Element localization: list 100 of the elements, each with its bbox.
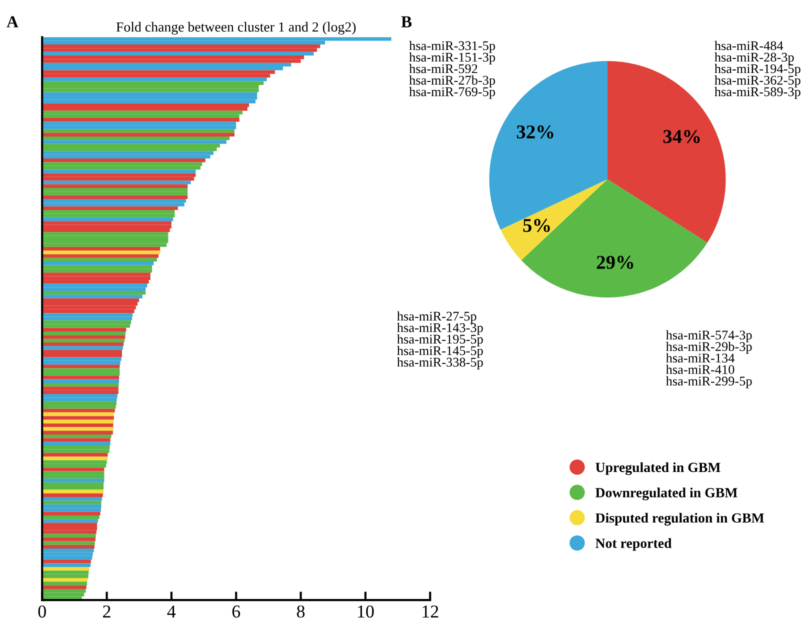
- bar: [42, 508, 101, 512]
- bar: [42, 474, 104, 479]
- bar: [42, 408, 115, 412]
- bar: [42, 243, 167, 247]
- bar: [42, 482, 104, 486]
- bar: [42, 210, 175, 214]
- bar: [42, 217, 174, 222]
- bar: [42, 338, 125, 343]
- bar: [42, 180, 191, 184]
- bar: [42, 585, 86, 590]
- x-tick-label: 0: [38, 605, 46, 618]
- bar: [42, 446, 110, 450]
- pie-slice: [521, 179, 708, 298]
- bar: [42, 158, 206, 162]
- bar: [42, 412, 114, 416]
- legend-label: Downregulated in GBM: [595, 488, 738, 500]
- bar: [42, 434, 112, 438]
- bar: [42, 232, 168, 236]
- bar: [42, 184, 188, 188]
- legend-label: Disputed regulation in GBM: [595, 512, 764, 526]
- x-tick-label: 8: [296, 605, 305, 618]
- bar: [42, 468, 104, 472]
- bar: [42, 136, 230, 140]
- bar: [42, 88, 259, 92]
- bar: [42, 456, 108, 460]
- bar: [42, 118, 240, 122]
- bar: [42, 331, 126, 336]
- bar: [42, 592, 84, 596]
- text: hsa-miR-574-3p hsa-miR-29b-3p hsa-miR-134 hsa-miR-410 hsa-miR-299-5p: [666, 330, 752, 388]
- bar: [42, 56, 304, 60]
- bar: [42, 357, 122, 361]
- x-tick-label: 6: [232, 606, 240, 618]
- bar: [42, 309, 134, 314]
- bar: [42, 287, 146, 291]
- bar: [42, 530, 96, 534]
- text: hsa-miR-484 hsa-miR-28-3p hsa-miR-194-5p hsa-miR-362-5p hsa-miR-589-3p: [714, 40, 800, 99]
- bar: [42, 202, 184, 206]
- bar: [42, 239, 168, 244]
- bar: [42, 162, 202, 166]
- bar: [42, 262, 154, 266]
- bar: [42, 268, 152, 273]
- bar: [42, 560, 91, 564]
- bar: [42, 254, 159, 258]
- bar: [42, 81, 264, 85]
- bar: [42, 515, 100, 520]
- bar: [42, 154, 210, 159]
- bar: [42, 570, 89, 574]
- bar: [42, 122, 236, 126]
- bar: [42, 486, 104, 490]
- bar: [42, 382, 119, 387]
- bar: [42, 140, 226, 144]
- bar: [42, 335, 126, 339]
- bar: [42, 563, 91, 567]
- bar: [42, 493, 103, 498]
- bar: [42, 541, 95, 545]
- bar: [42, 360, 120, 365]
- bar: [42, 405, 116, 409]
- data-label: 5%: [523, 218, 550, 232]
- bar: [42, 129, 234, 133]
- bar: [42, 394, 118, 398]
- bar: [42, 236, 168, 240]
- bar: [42, 574, 88, 578]
- bar: [42, 500, 102, 504]
- bar: [42, 224, 172, 228]
- bar: [42, 548, 94, 552]
- bar: [42, 103, 250, 108]
- bar: [42, 276, 150, 280]
- text: B: [401, 16, 412, 28]
- bar: [42, 59, 301, 63]
- bar: [42, 110, 243, 114]
- x-tick-label: 12: [422, 606, 438, 618]
- bar: [42, 199, 186, 203]
- bar: [42, 37, 392, 41]
- bar: [42, 114, 240, 118]
- bar: [42, 70, 275, 74]
- bar: [42, 302, 138, 306]
- bar: [42, 265, 152, 269]
- bar: [42, 534, 96, 538]
- bar: [42, 430, 113, 434]
- bar: [42, 221, 172, 225]
- bar: [42, 214, 175, 218]
- bar: [42, 176, 194, 181]
- data-label: 29%: [596, 256, 634, 269]
- bar: [42, 398, 117, 402]
- bar: [42, 151, 214, 155]
- bar: [42, 346, 123, 350]
- bar: [42, 423, 114, 428]
- data-label: 34%: [663, 130, 700, 144]
- x-tick-label: 2: [103, 606, 110, 618]
- bar: [42, 438, 110, 442]
- bar: [42, 206, 178, 210]
- bar: [42, 490, 104, 494]
- bar: [42, 471, 104, 475]
- bar: [42, 364, 120, 368]
- bar: [42, 298, 140, 302]
- bar: [42, 386, 118, 390]
- bar: [42, 460, 107, 464]
- bar: [42, 464, 106, 468]
- bar: [42, 132, 234, 136]
- bar: [42, 552, 93, 556]
